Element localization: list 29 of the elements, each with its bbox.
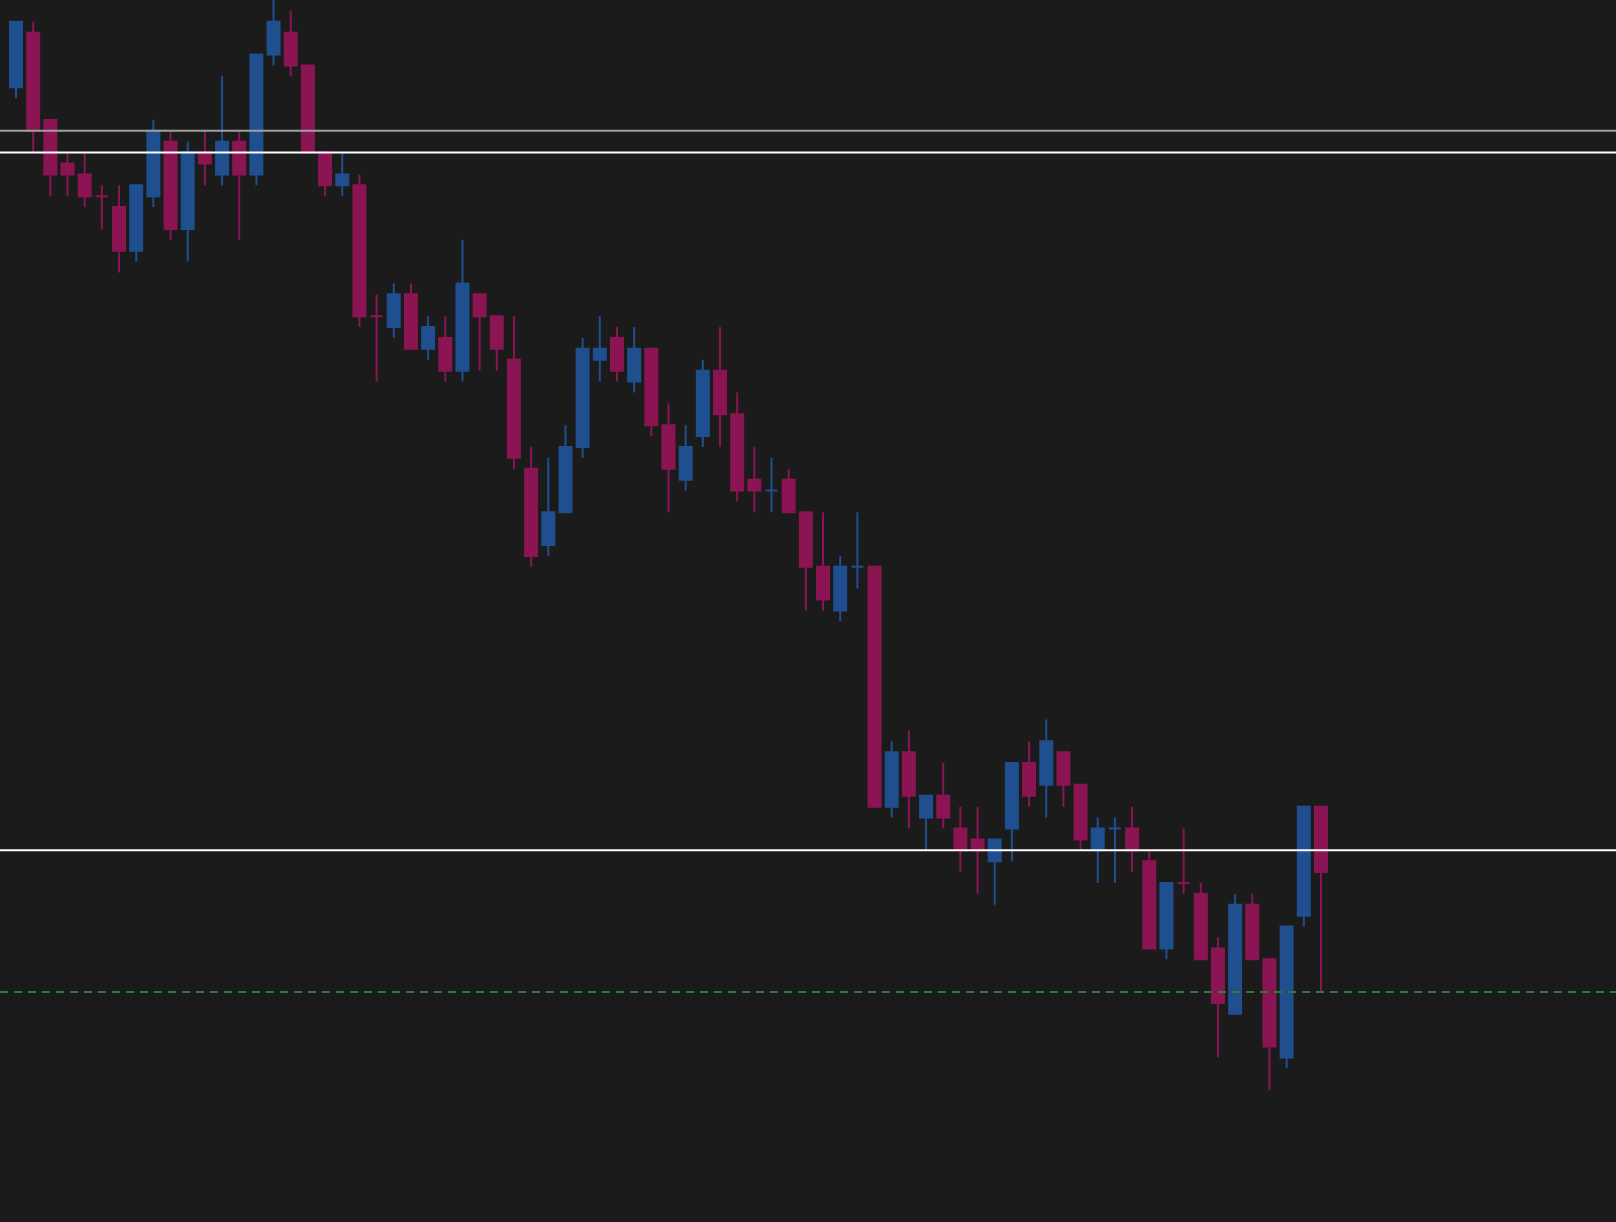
candlestick [266, 0, 281, 67]
candlestick [438, 315, 453, 383]
candlestick [1056, 751, 1071, 808]
candlestick [1090, 816, 1105, 884]
candlestick [1125, 805, 1140, 874]
candlestick [112, 184, 127, 274]
candlestick [318, 151, 333, 198]
candlestick [1176, 827, 1191, 895]
candlestick [953, 805, 968, 874]
candlestick [421, 315, 436, 361]
candlestick [335, 151, 350, 198]
candlestick [627, 326, 642, 394]
candlestick [232, 129, 247, 241]
candlestick [678, 424, 693, 492]
candlestick [386, 282, 401, 339]
candlestick [1107, 816, 1122, 884]
candlestick [936, 762, 951, 830]
candlestick [764, 456, 779, 514]
candlestick [369, 293, 384, 383]
candlestick [919, 794, 934, 852]
candlestick [1039, 718, 1054, 819]
candlestick [1022, 740, 1037, 808]
candlestick [94, 184, 109, 230]
candlestick [850, 511, 865, 590]
candlestick [833, 554, 848, 623]
candlestick [215, 75, 230, 187]
candlestick [901, 729, 916, 830]
candlestick [609, 326, 624, 383]
candlestick [987, 838, 1002, 906]
